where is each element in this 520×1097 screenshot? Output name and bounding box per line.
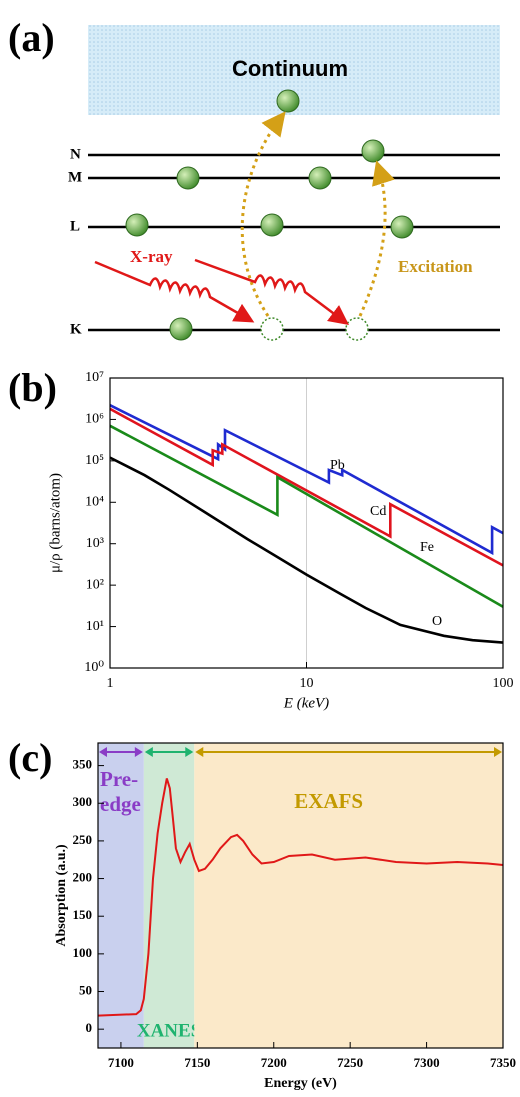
y-tick-label: 10⁴ [85,495,104,510]
series-label: Pb [330,458,345,473]
x-tick-label: 7300 [414,1055,440,1070]
region-label: Pre-edge [100,767,141,816]
y-tick-label: 10² [86,577,104,592]
series-line [109,404,504,556]
electron [169,317,193,341]
x-tick-label: 7150 [184,1055,210,1070]
level-label: N [70,146,81,162]
panel-label: (b) [8,365,57,410]
excitation-arrow [240,111,286,317]
y-tick-label: 0 [86,1020,93,1035]
level-label: K [70,321,82,337]
electron [361,139,385,163]
y-tick-label: 10⁰ [84,660,104,675]
y-tick-label: 50 [79,983,92,998]
continuum-label: Continuum [232,56,348,81]
region [98,743,144,1048]
series-line [109,407,504,567]
electron [276,89,300,113]
x-tick-label: 100 [493,676,514,691]
electrons [125,89,414,341]
y-tick-label: 10⁶ [85,412,104,427]
level-label: M [68,169,82,185]
xray-arrow [194,258,349,325]
level-label: L [70,218,80,234]
y-tick-label: 10³ [86,536,104,551]
y-tick-label: 10¹ [86,619,104,634]
panel-label: (a) [8,15,55,60]
series-line [109,424,504,608]
electron [176,166,200,190]
y-tick-label: 100 [73,945,93,960]
hole [345,317,369,341]
x-tick-label: 7100 [108,1055,134,1070]
y-tick-label: 250 [73,832,93,847]
series-label: Cd [370,504,386,519]
series-line [97,778,504,1017]
y-tick-label: 200 [73,870,93,885]
excitation-label: Excitation [398,257,473,276]
x-axis-label: Energy (eV) [264,1076,337,1091]
y-axis-label: Absorption (a.u.) [54,844,69,947]
hole [260,317,284,341]
region-label-box: Pre-edge [100,767,141,816]
region [194,743,503,1048]
y-tick-label: 350 [73,757,93,772]
plot-frame [109,377,504,669]
x-tick-label: 10 [300,676,314,691]
xray-label: X-ray [130,247,173,266]
x-tick-label: 7200 [261,1055,287,1070]
electron [260,213,284,237]
xray-arrow [94,260,255,323]
panel-label: (c) [8,735,52,780]
y-tick-label: 10⁵ [85,453,104,468]
electron [390,215,414,239]
region-label: EXAFS [294,789,363,813]
series-label: Fe [420,540,434,555]
region-label: XANES [137,1020,201,1041]
series-label: O [432,614,442,629]
x-tick-label: 7250 [337,1055,363,1070]
electron [125,213,149,237]
y-axis-label: μ/ρ (barns/atom) [47,473,63,573]
x-tick-label: 1 [107,676,114,691]
x-axis-label: E (keV) [283,695,329,711]
y-tick-label: 300 [73,794,93,809]
y-tick-label: 150 [73,907,93,922]
levels [88,153,500,332]
series-line [109,456,504,644]
electron [308,166,332,190]
excitation-arrow [358,160,395,317]
x-tick-label: 7350 [490,1055,516,1070]
y-tick-label: 10⁷ [85,370,104,385]
plot-frame [97,742,504,1049]
